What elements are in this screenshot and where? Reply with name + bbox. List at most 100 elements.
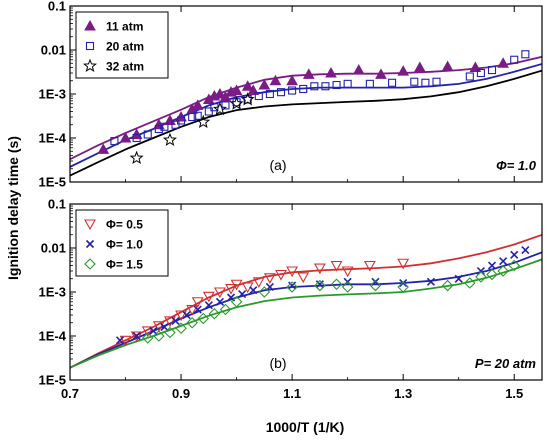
data-point [254,91,263,101]
data-point [119,335,132,347]
data-point [214,87,226,99]
data-point [288,281,297,290]
data-point [432,77,441,86]
x-tick-label: 1.3 [394,386,412,401]
data-point [310,82,319,91]
legend-label: 11 atm [106,20,143,34]
plot-frame [69,203,543,381]
data-point [476,266,485,276]
data-point [219,303,232,316]
y-tick-label: 1E-5 [39,175,66,190]
data-point [365,79,374,88]
data-point [410,77,419,86]
data-point [241,80,254,91]
model-curve-1 [70,233,542,369]
model-curve-3 [70,69,542,177]
data-point [363,260,376,272]
data-point [397,281,409,293]
legend-marker [85,41,95,51]
data-point [186,304,199,316]
data-point [164,326,176,339]
chart-panel-b: 0.1 0.01 1E-3 1E-4 1E-50.7 0.9 1.1 1.3 1.5 Φ= 0.5… [39,197,543,401]
data-point [487,261,497,270]
plot-frame [69,5,543,183]
legend-marker [84,19,96,31]
data-point [426,277,436,286]
data-point [249,286,258,295]
data-point [208,307,221,320]
data-point [371,277,380,286]
data-point [521,245,530,255]
series-2 [115,245,530,345]
data-point [230,84,243,96]
data-point [188,112,197,122]
legend-marker [82,58,98,72]
y-tick-label: 0.01 [41,43,66,58]
data-point [149,326,158,336]
legend: 11 atm 20 atm 32 atm [75,11,169,79]
data-point [286,74,298,86]
legend-marker [84,219,96,231]
data-point [204,107,213,116]
data-point [297,272,310,284]
data-point [302,68,315,79]
data-point [286,266,299,278]
data-point [230,279,243,291]
data-point [313,263,326,275]
data-point [191,99,204,110]
data-point [162,132,177,146]
data-point [230,295,243,308]
legend: Φ= 0.5 Φ= 1.0 Φ= 1.5 [75,209,169,277]
data-point [160,122,169,131]
legend-label: Φ= 1.5 [106,258,143,272]
legend-label: 32 atm [106,60,144,74]
data-point [186,316,198,329]
data-point [275,269,287,281]
legend-marker [85,239,95,249]
legend-marker [84,258,96,270]
data-point [213,287,226,299]
data-point [171,316,180,325]
data-point [399,278,408,288]
data-point [341,266,354,278]
series-1 [119,258,410,347]
data-point [265,89,274,99]
data-point [421,78,430,87]
data-point [129,150,144,165]
y-tick-label: 1E-3 [39,285,66,300]
legend-label: Φ= 1.0 [106,238,143,252]
data-point [132,331,141,341]
model-curve-3 [70,258,542,369]
data-point [343,79,352,88]
data-point [164,316,176,328]
model-curve-2 [70,251,542,369]
data-point [240,92,255,106]
data-point [191,297,204,308]
data-point [413,61,426,73]
legend-label: Φ= 0.5 [106,218,143,232]
data-point [441,60,454,72]
data-point [197,312,210,325]
series-3 [141,259,521,344]
model-curve-2 [70,63,542,168]
data-point [276,88,286,97]
panel-label: (b) [269,355,286,371]
data-point [225,283,237,295]
data-point [314,279,326,292]
data-point [476,68,485,78]
data-point [143,130,152,139]
data-point [397,258,410,270]
data-point [132,133,141,143]
y-axis-title: Ignition delay time (s) [5,136,21,280]
data-point [153,330,165,342]
panel-label: (a) [269,157,286,173]
data-point [288,86,297,95]
data-point [499,257,508,266]
data-point [325,66,337,78]
data-point [177,116,186,125]
data-point [258,286,271,298]
data-point [252,277,265,288]
data-point [487,66,497,75]
data-point [510,250,519,259]
